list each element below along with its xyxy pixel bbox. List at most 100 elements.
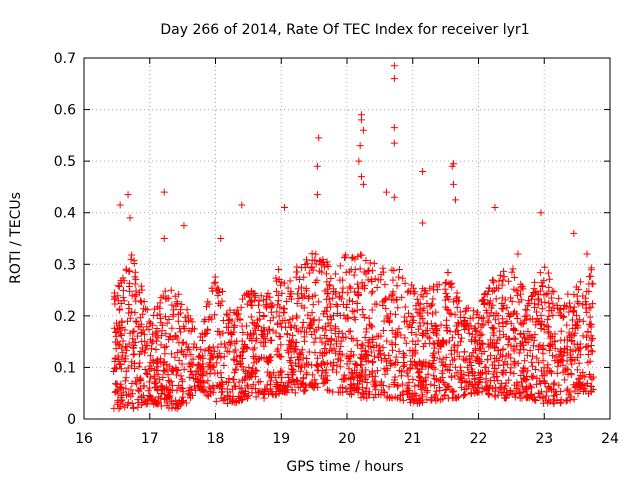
- data-point: [486, 297, 494, 305]
- data-point: [175, 403, 183, 411]
- data-point: [290, 367, 298, 375]
- data-point: [531, 303, 539, 311]
- data-point: [350, 387, 358, 395]
- data-point: [410, 398, 418, 406]
- data-point: [415, 394, 423, 402]
- data-point: [416, 322, 424, 330]
- data-point: [225, 319, 233, 327]
- data-point: [131, 309, 139, 317]
- data-point: [152, 345, 160, 353]
- data-point: [432, 397, 440, 405]
- data-point: [562, 303, 570, 311]
- data-point: [124, 399, 132, 407]
- data-point: [529, 373, 537, 381]
- data-point: [276, 386, 284, 394]
- data-point: [404, 288, 412, 296]
- data-point: [244, 383, 252, 391]
- data-point: [165, 376, 173, 384]
- data-point: [444, 306, 452, 314]
- data-point: [178, 348, 186, 356]
- data-point: [518, 282, 526, 290]
- data-point: [287, 338, 295, 346]
- data-point-outlier: [448, 162, 456, 170]
- data-point: [254, 316, 262, 324]
- data-point: [247, 301, 255, 309]
- data-point: [296, 383, 304, 391]
- data-point: [539, 349, 547, 357]
- data-point-outlier: [313, 162, 321, 170]
- data-point: [336, 312, 344, 320]
- data-point: [178, 300, 186, 308]
- data-point: [345, 353, 353, 361]
- data-point: [238, 363, 246, 371]
- data-point: [166, 333, 174, 341]
- data-point: [393, 282, 401, 290]
- data-point: [368, 267, 376, 275]
- data-point: [496, 271, 504, 279]
- data-point: [134, 396, 142, 404]
- data-point: [295, 295, 303, 303]
- data-point: [247, 287, 255, 295]
- data-point: [348, 298, 356, 306]
- data-point: [119, 349, 127, 357]
- data-point-outlier: [355, 157, 363, 165]
- data-point: [495, 320, 503, 328]
- data-point: [287, 323, 295, 331]
- data-point-outlier: [450, 180, 458, 188]
- data-point-outlier: [126, 214, 134, 222]
- data-point: [442, 386, 450, 394]
- data-point: [234, 315, 242, 323]
- data-point: [356, 373, 364, 381]
- data-point: [261, 327, 269, 335]
- data-point: [135, 350, 143, 358]
- data-point: [377, 271, 385, 279]
- data-point: [171, 292, 179, 300]
- data-point: [558, 357, 566, 365]
- data-point: [325, 387, 333, 395]
- data-point: [129, 335, 137, 343]
- data-point: [321, 344, 329, 352]
- data-point: [311, 349, 319, 357]
- data-point: [528, 352, 536, 360]
- data-point: [347, 334, 355, 342]
- data-point: [513, 315, 521, 323]
- data-point: [579, 301, 587, 309]
- data-point: [173, 348, 181, 356]
- data-point: [213, 353, 221, 361]
- data-point: [241, 376, 249, 384]
- data-point: [116, 360, 124, 368]
- data-point: [168, 324, 176, 332]
- data-point: [370, 380, 378, 388]
- data-point: [364, 357, 372, 365]
- data-point: [241, 291, 249, 299]
- data-point: [462, 307, 470, 315]
- data-point: [209, 382, 217, 390]
- data-point: [117, 279, 125, 287]
- data-point: [443, 293, 451, 301]
- data-point: [165, 294, 173, 302]
- data-point: [356, 251, 364, 259]
- data-point: [381, 370, 389, 378]
- data-point: [574, 285, 582, 293]
- data-point: [128, 358, 136, 366]
- data-point: [119, 286, 127, 294]
- data-point: [111, 294, 119, 302]
- data-point: [251, 344, 259, 352]
- data-point: [130, 327, 138, 335]
- data-point: [361, 284, 369, 292]
- data-point: [345, 365, 353, 373]
- data-point: [440, 378, 448, 386]
- data-point: [541, 378, 549, 386]
- data-point: [507, 294, 515, 302]
- data-point: [178, 384, 186, 392]
- data-point: [355, 386, 363, 394]
- data-point: [127, 386, 135, 394]
- data-point: [575, 316, 583, 324]
- data-point: [545, 283, 553, 291]
- data-point: [187, 359, 195, 367]
- data-point: [328, 335, 336, 343]
- data-point: [184, 343, 192, 351]
- data-point: [178, 377, 186, 385]
- data-point: [582, 333, 590, 341]
- data-point: [487, 377, 495, 385]
